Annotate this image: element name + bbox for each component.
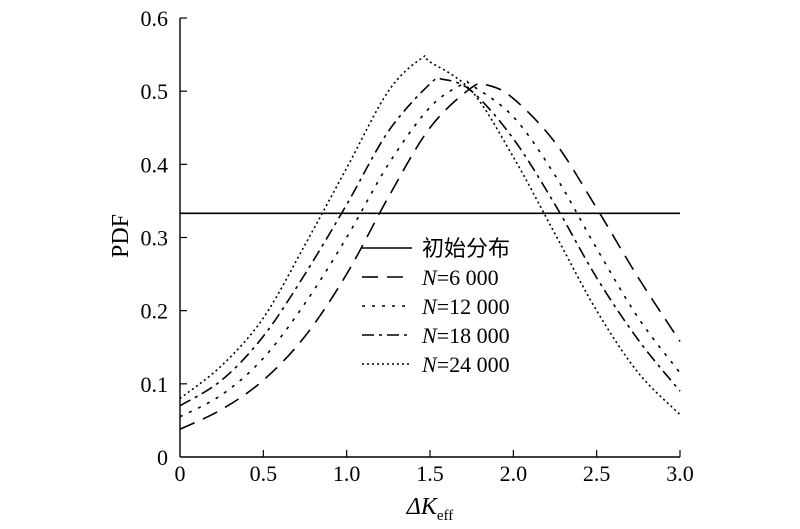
legend-label-italic: N [421, 352, 438, 377]
legend-label-3: N=12 000 [421, 294, 510, 319]
x-tick-label: 1.5 [416, 461, 444, 486]
x-axis-title: ΔKeff [406, 494, 453, 524]
legend-label-4: N=18 000 [421, 323, 510, 348]
y-tick-label: 0.3 [141, 226, 169, 251]
legend-label-italic: N [421, 294, 438, 319]
y-tick-label: 0.4 [141, 152, 169, 177]
x-ticks: 0 0.5 1.0 1.5 2.0 2.5 3.0 [175, 450, 694, 486]
legend-label-5: N=24 000 [421, 352, 510, 377]
series-line-3 [179, 80, 681, 418]
x-axis-title-main: ΔK [406, 494, 439, 520]
y-tick-label: 0.6 [141, 6, 169, 31]
y-axis-title: PDF [108, 214, 134, 258]
legend-label-text: =6 000 [437, 265, 499, 290]
legend-label-1: 初始分布 [422, 236, 510, 261]
y-tick-label: 0.5 [141, 79, 169, 104]
series-line-2 [179, 82, 681, 430]
x-axis-title-subscript: eff [437, 508, 453, 524]
x-tick-label: 2.0 [500, 461, 528, 486]
y-ticks: 0 0.1 0.2 0.3 0.4 0.5 0.6 [141, 6, 187, 470]
legend-label-text: 初始分布 [422, 236, 510, 261]
x-tick-label: 2.5 [583, 461, 611, 486]
legend-label-text: =18 000 [437, 323, 510, 348]
x-tick-label: 1.0 [333, 461, 361, 486]
x-tick-label: 0.5 [250, 461, 278, 486]
series-line-4 [179, 77, 681, 407]
legend-label-text: =12 000 [437, 294, 510, 319]
y-tick-label: 0 [157, 445, 168, 470]
series-lines [179, 55, 681, 430]
plot-area: 0 0.1 0.2 0.3 0.4 0.5 0.6 0 0.5 1.0 1.5 2.0 2.5 3.0 [141, 6, 694, 486]
y-tick-label: 0.2 [141, 299, 169, 324]
legend-label-italic: N [421, 265, 438, 290]
y-tick-label: 0.1 [141, 372, 169, 397]
legend-label-2: N=6 000 [421, 265, 499, 290]
x-tick-label: 3.0 [666, 461, 694, 486]
x-tick-label: 0 [175, 461, 186, 486]
legend-label-text: =24 000 [437, 352, 510, 377]
legend-label-italic: N [421, 323, 438, 348]
